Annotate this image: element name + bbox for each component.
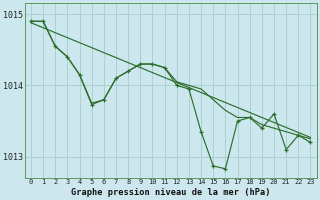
X-axis label: Graphe pression niveau de la mer (hPa): Graphe pression niveau de la mer (hPa): [71, 188, 270, 197]
